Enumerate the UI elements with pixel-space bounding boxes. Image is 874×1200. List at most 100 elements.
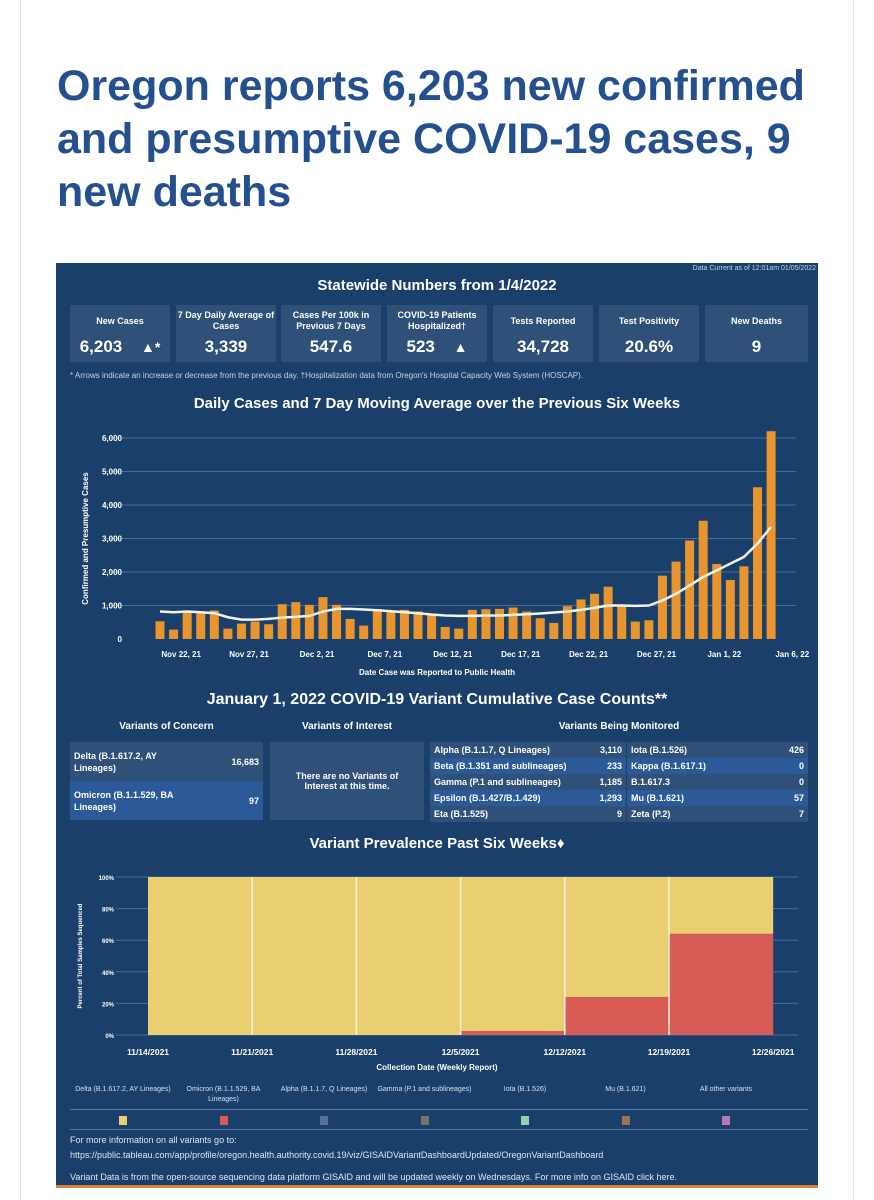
concern-header: Variants of Concern bbox=[119, 721, 214, 732]
x-tick-label: 12/12/2021 bbox=[544, 1047, 587, 1057]
stat-value: 9 bbox=[751, 337, 762, 356]
x-tick-label: Dec 2, 21 bbox=[300, 650, 335, 659]
y-tick-label: 3,000 bbox=[102, 535, 123, 544]
legend-swatch bbox=[320, 1116, 328, 1125]
delta-segment bbox=[148, 877, 253, 1035]
increase-arrow-icon: ▲ bbox=[453, 339, 468, 355]
case-bar bbox=[562, 606, 572, 639]
stat-box: New Deaths 9 bbox=[705, 305, 808, 362]
variant-row: Kappa (B.1.617.1) 0 bbox=[627, 758, 808, 774]
case-bar bbox=[454, 628, 464, 639]
case-bar bbox=[467, 609, 477, 639]
y-tick-label: 20% bbox=[102, 1002, 115, 1008]
x-tick-label: 11/28/2021 bbox=[335, 1047, 377, 1057]
case-bar bbox=[495, 608, 504, 639]
case-bar bbox=[413, 611, 423, 639]
case-bar bbox=[440, 626, 450, 639]
x-tick-label: Dec 22, 21 bbox=[569, 650, 609, 659]
variant-row: Gamma (P.1 and sublineages) 1,185 bbox=[430, 774, 626, 790]
variant-name: B.1.617.3 bbox=[631, 777, 671, 787]
delta-segment bbox=[252, 877, 357, 1035]
case-bar bbox=[739, 566, 749, 639]
case-bar bbox=[332, 604, 342, 639]
variant-name: Alpha (B.1.1.7, Q Lineages) bbox=[434, 745, 551, 755]
legend-label: Delta (B.1.617.2, AY Lineages) bbox=[75, 1086, 171, 1093]
case-bar bbox=[549, 622, 559, 639]
case-bar bbox=[617, 606, 627, 639]
y-axis-label: Percent of Total Samples Sequenced bbox=[78, 903, 84, 1008]
stat-value: 34,728 bbox=[517, 337, 569, 356]
delta-segment bbox=[356, 877, 461, 1035]
stat-value: 20.6% bbox=[624, 337, 674, 356]
case-bar bbox=[576, 599, 586, 639]
y-tick-label: 80% bbox=[102, 908, 115, 914]
delta-segment bbox=[460, 877, 565, 1032]
case-bar bbox=[685, 540, 695, 639]
x-axis-label: Collection Date (Weekly Report) bbox=[376, 1063, 498, 1072]
legend-swatch bbox=[521, 1116, 529, 1125]
variant-name: Mu (B.1.621) bbox=[631, 793, 685, 803]
legend-label: All other variants bbox=[699, 1086, 753, 1093]
x-tick-label: 12/19/2021 bbox=[648, 1047, 691, 1057]
stat-value: 6,203 bbox=[79, 337, 123, 356]
case-bar bbox=[630, 621, 640, 639]
case-bar bbox=[359, 625, 369, 639]
variant-row: Delta (B.1.617.2, AY Lineages) 16,683 bbox=[70, 742, 263, 781]
omicron-segment bbox=[460, 1031, 565, 1035]
interest-header: Variants of Interest bbox=[301, 721, 393, 732]
variant-row: Alpha (B.1.1.7, Q Lineages) 3,110 bbox=[430, 742, 626, 758]
variant-count: 1,293 bbox=[599, 793, 622, 803]
variant-row: Omicron (B.1.1.529, BA Lineages) 97 bbox=[70, 781, 263, 820]
y-tick-label: 100% bbox=[99, 876, 115, 882]
variant-row: Mu (B.1.621) 57 bbox=[627, 790, 808, 806]
case-bar bbox=[182, 611, 192, 639]
interest-box: There are no Variants of Interest at thi… bbox=[270, 742, 424, 820]
stats-footnote: * Arrows indicate an increase or decreas… bbox=[70, 371, 584, 380]
stat-box: Tests Reported 34,728 bbox=[493, 305, 593, 362]
variant-name: Beta (B.1.351 and sublineages) bbox=[434, 761, 567, 771]
delta-segment bbox=[564, 877, 669, 998]
variant-name: Omicron (B.1.1.529, BA Lineages) bbox=[74, 789, 174, 812]
legend-swatch bbox=[119, 1116, 127, 1125]
variant-name: Epsilon (B.1.427/B.1.429) bbox=[434, 793, 541, 803]
legend-swatch bbox=[722, 1116, 730, 1125]
case-bar bbox=[209, 610, 219, 639]
stat-label: New Deaths bbox=[730, 315, 783, 326]
x-tick-label: Dec 12, 21 bbox=[433, 650, 473, 659]
case-bar bbox=[399, 609, 409, 639]
variant-name: Eta (B.1.525) bbox=[434, 809, 489, 819]
variants-title: January 1, 2022 COVID-19 Variant Cumulat… bbox=[206, 691, 668, 708]
variant-count: 3,110 bbox=[599, 745, 622, 755]
y-tick-label: 1,000 bbox=[102, 602, 123, 611]
legend-swatch bbox=[621, 1116, 630, 1125]
case-bar bbox=[712, 563, 722, 639]
variant-count: 57 bbox=[793, 793, 804, 803]
y-tick-label: 0 bbox=[118, 635, 123, 644]
stat-value-wrap: 3,339 bbox=[176, 337, 276, 357]
increase-arrow-icon: ▲* bbox=[140, 339, 161, 355]
stat-value-wrap: 9 bbox=[705, 337, 808, 357]
legend-swatch bbox=[219, 1116, 228, 1125]
legend-label: Mu (B.1.621) bbox=[605, 1086, 646, 1093]
case-bar bbox=[291, 602, 301, 639]
omicron-segment bbox=[669, 933, 774, 1035]
y-axis-label: Confirmed and Presumptive Cases bbox=[81, 472, 90, 605]
variant-count: 426 bbox=[788, 745, 804, 755]
variant-row: Zeta (P.2) 7 bbox=[627, 806, 808, 822]
stat-value-wrap: 34,728 bbox=[493, 337, 593, 357]
y-tick-label: 0% bbox=[105, 1034, 114, 1040]
legend-label: Omicron (B.1.1.529, BA Lineages) bbox=[186, 1086, 261, 1103]
case-bar bbox=[386, 610, 396, 639]
variant-count: 97 bbox=[248, 795, 259, 806]
article-card bbox=[20, 0, 854, 1200]
x-tick-label: Jan 6, 22 bbox=[775, 650, 809, 659]
stat-value-wrap: 20.6% bbox=[599, 337, 699, 357]
stat-value-wrap: 547.6 bbox=[281, 337, 381, 357]
case-bar bbox=[766, 431, 776, 639]
variant-dashboard-link[interactable]: https://public.tableau.com/app/profile/o… bbox=[70, 1150, 604, 1160]
stat-label: Test Positivity bbox=[618, 315, 680, 326]
variant-name: Iota (B.1.526) bbox=[631, 745, 688, 755]
case-bar bbox=[236, 623, 246, 639]
case-bar bbox=[223, 628, 233, 639]
case-bar bbox=[196, 611, 206, 639]
